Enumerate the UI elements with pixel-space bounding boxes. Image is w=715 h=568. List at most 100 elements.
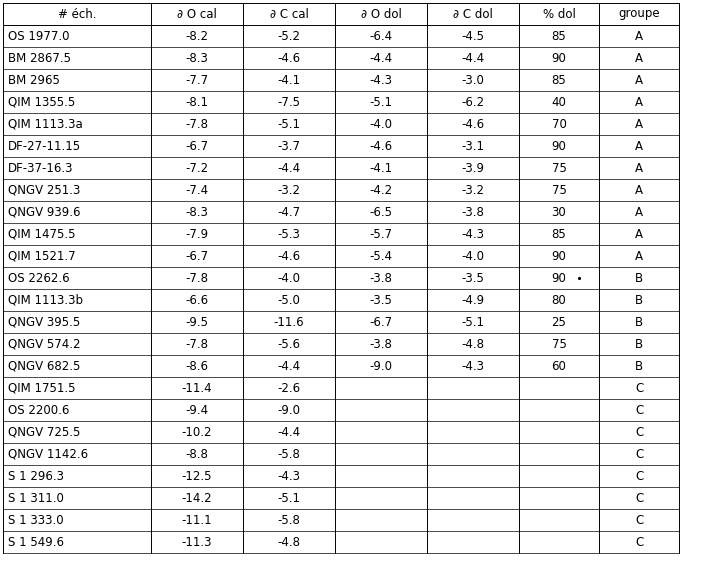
Text: -9.4: -9.4	[185, 403, 209, 416]
Text: C: C	[635, 513, 643, 527]
Text: -4.4: -4.4	[277, 161, 300, 174]
Text: -7.2: -7.2	[185, 161, 209, 174]
Text: -4.2: -4.2	[370, 183, 393, 197]
Text: -4.0: -4.0	[461, 249, 485, 262]
Text: -3.9: -3.9	[461, 161, 485, 174]
Text: QNGV 1142.6: QNGV 1142.6	[8, 448, 88, 461]
Text: A: A	[635, 206, 643, 219]
Text: OS 1977.0: OS 1977.0	[8, 30, 69, 43]
Text: -4.6: -4.6	[277, 249, 300, 262]
Text: C: C	[635, 425, 643, 438]
Text: -5.1: -5.1	[277, 118, 300, 131]
Text: -6.7: -6.7	[370, 315, 393, 328]
Text: DF-37-16.3: DF-37-16.3	[8, 161, 74, 174]
Text: -5.4: -5.4	[370, 249, 393, 262]
Text: B: B	[635, 337, 643, 350]
Text: A: A	[635, 73, 643, 86]
Text: QNGV 939.6: QNGV 939.6	[8, 206, 81, 219]
Text: -4.7: -4.7	[277, 206, 300, 219]
Text: # éch.: # éch.	[58, 7, 97, 20]
Text: QIM 1751.5: QIM 1751.5	[8, 382, 76, 395]
Text: -5.8: -5.8	[277, 448, 300, 461]
Text: QNGV 251.3: QNGV 251.3	[8, 183, 80, 197]
Text: -8.6: -8.6	[185, 360, 209, 373]
Text: -8.3: -8.3	[186, 52, 209, 65]
Text: QNGV 682.5: QNGV 682.5	[8, 360, 80, 373]
Text: S 1 333.0: S 1 333.0	[8, 513, 64, 527]
Text: QIM 1355.5: QIM 1355.5	[8, 95, 75, 108]
Text: OS 2200.6: OS 2200.6	[8, 403, 69, 416]
Text: QIM 1113.3a: QIM 1113.3a	[8, 118, 83, 131]
Text: -5.1: -5.1	[461, 315, 485, 328]
Text: QIM 1475.5: QIM 1475.5	[8, 228, 76, 240]
Text: -5.3: -5.3	[277, 228, 300, 240]
Text: -4.8: -4.8	[277, 536, 300, 549]
Text: -6.7: -6.7	[185, 249, 209, 262]
Text: -4.4: -4.4	[277, 360, 300, 373]
Text: ∂ O cal: ∂ O cal	[177, 7, 217, 20]
Text: OS 2262.6: OS 2262.6	[8, 272, 69, 285]
Text: -3.8: -3.8	[370, 272, 393, 285]
Text: QIM 1521.7: QIM 1521.7	[8, 249, 76, 262]
Text: QNGV 395.5: QNGV 395.5	[8, 315, 80, 328]
Text: -6.4: -6.4	[370, 30, 393, 43]
Text: -11.1: -11.1	[182, 513, 212, 527]
Text: 30: 30	[552, 206, 566, 219]
Text: groupe: groupe	[618, 7, 660, 20]
Text: 80: 80	[552, 294, 566, 307]
Text: ∂ C dol: ∂ C dol	[453, 7, 493, 20]
Text: -3.5: -3.5	[462, 272, 485, 285]
Text: -3.0: -3.0	[462, 73, 485, 86]
Text: -4.9: -4.9	[461, 294, 485, 307]
Text: -10.2: -10.2	[182, 425, 212, 438]
Text: B: B	[635, 315, 643, 328]
Text: B: B	[635, 272, 643, 285]
Text: -4.3: -4.3	[277, 470, 300, 482]
Text: -3.1: -3.1	[461, 140, 485, 152]
Text: C: C	[635, 448, 643, 461]
Text: A: A	[635, 52, 643, 65]
Text: -2.6: -2.6	[277, 382, 300, 395]
Text: -4.3: -4.3	[370, 73, 393, 86]
Text: 75: 75	[551, 161, 566, 174]
Text: -3.8: -3.8	[370, 337, 393, 350]
Text: -4.0: -4.0	[277, 272, 300, 285]
Text: -5.7: -5.7	[370, 228, 393, 240]
Text: C: C	[635, 382, 643, 395]
Text: -5.1: -5.1	[370, 95, 393, 108]
Text: A: A	[635, 30, 643, 43]
Text: -7.4: -7.4	[185, 183, 209, 197]
Text: -6.7: -6.7	[185, 140, 209, 152]
Text: 85: 85	[552, 73, 566, 86]
Text: -7.8: -7.8	[185, 337, 209, 350]
Text: -9.0: -9.0	[277, 403, 300, 416]
Text: C: C	[635, 403, 643, 416]
Text: -7.8: -7.8	[185, 118, 209, 131]
Text: 75: 75	[551, 337, 566, 350]
Text: -6.2: -6.2	[461, 95, 485, 108]
Text: -5.8: -5.8	[277, 513, 300, 527]
Text: -7.9: -7.9	[185, 228, 209, 240]
Text: 75: 75	[551, 183, 566, 197]
Text: -5.2: -5.2	[277, 30, 300, 43]
Text: 70: 70	[551, 118, 566, 131]
Text: -4.0: -4.0	[370, 118, 393, 131]
Text: 25: 25	[551, 315, 566, 328]
Text: -12.5: -12.5	[182, 470, 212, 482]
Text: % dol: % dol	[543, 7, 576, 20]
Text: A: A	[635, 118, 643, 131]
Text: -4.6: -4.6	[461, 118, 485, 131]
Text: -4.4: -4.4	[277, 425, 300, 438]
Text: BM 2867.5: BM 2867.5	[8, 52, 71, 65]
Text: C: C	[635, 491, 643, 504]
Text: -4.8: -4.8	[461, 337, 485, 350]
Text: -8.3: -8.3	[186, 206, 209, 219]
Text: -4.6: -4.6	[370, 140, 393, 152]
Text: 90: 90	[551, 140, 566, 152]
Text: -4.4: -4.4	[370, 52, 393, 65]
Text: -3.2: -3.2	[277, 183, 300, 197]
Text: -4.3: -4.3	[461, 360, 485, 373]
Text: ∂ C cal: ∂ C cal	[270, 7, 308, 20]
Text: -11.4: -11.4	[182, 382, 212, 395]
Text: -3.2: -3.2	[461, 183, 485, 197]
